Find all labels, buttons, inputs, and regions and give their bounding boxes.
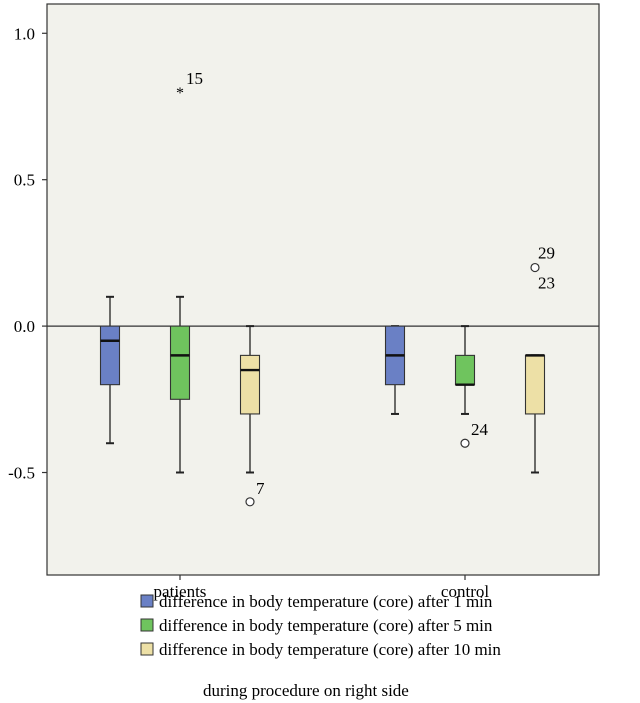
y-tick-label: 0.5 [14, 171, 35, 190]
box-iqr [239, 354, 261, 415]
outlier-label: 15 [186, 69, 203, 88]
box-control-series-1 [384, 325, 406, 415]
legend-swatch [140, 618, 154, 632]
box-control-series-3 [524, 354, 546, 474]
box-layer [99, 295, 546, 474]
outlier-marker [460, 438, 470, 448]
outlier-layer: *15 24 7 29 23 [176, 69, 555, 507]
axis-layer: 1.0 0.5 0.0 -0.5 patients control [8, 24, 489, 601]
plot-area [46, 3, 600, 576]
outlier-label: 29 [538, 244, 555, 263]
box-iqr [454, 354, 476, 386]
outlier-label: 23 [538, 274, 555, 293]
box-patients-series-2 [169, 295, 191, 474]
outlier-extreme-marker: * [176, 85, 184, 102]
legend-label: difference in body temperature (core) af… [159, 640, 501, 659]
outlier-marker [530, 262, 540, 273]
y-tick-label: -0.5 [8, 464, 35, 483]
x-category-label: patients [154, 582, 207, 601]
y-tick-label: 1.0 [14, 24, 35, 43]
legend-swatch [140, 642, 154, 656]
legend-swatch [140, 594, 154, 608]
box-iqr [169, 325, 191, 400]
legend-item: difference in body temperature (core) af… [140, 640, 501, 659]
outlier-marker [245, 497, 255, 507]
legend-label: difference in body temperature (core) af… [159, 616, 493, 635]
outlier-label: 7 [256, 479, 265, 498]
legend-item: difference in body temperature (core) af… [140, 616, 493, 635]
legend-item: difference in body temperature (core) af… [140, 592, 493, 611]
box-patients-series-1 [99, 295, 121, 445]
legend: difference in body temperature (core) af… [140, 592, 501, 700]
outlier-label: 24 [471, 420, 489, 439]
box-control-series-2 [454, 325, 476, 415]
legend-title: during procedure on right side [203, 681, 409, 700]
x-category-label: control [441, 582, 489, 601]
y-tick-label: 0.0 [14, 317, 35, 336]
box-iqr [524, 354, 546, 415]
box-patients-series-3 [239, 325, 261, 474]
legend-label: difference in body temperature (core) af… [159, 592, 493, 611]
box-iqr [99, 325, 121, 386]
